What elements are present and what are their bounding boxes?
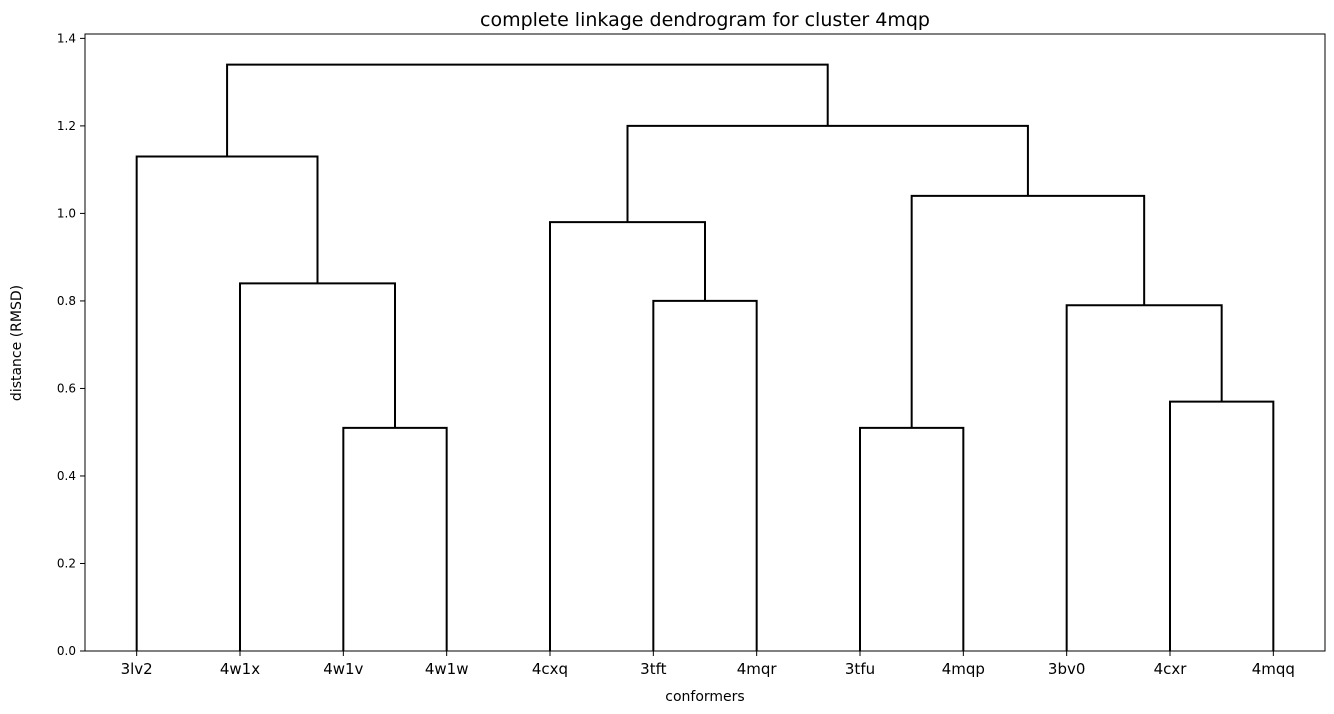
- leaf-label: 4mqr: [737, 660, 778, 678]
- dendrogram-link: [626, 124, 1029, 223]
- dendrogram-link: [910, 194, 1146, 428]
- y-tick-label: 0.0: [57, 644, 76, 658]
- x-axis: 3lv2 4w1x 4w1v 4w1w 4cxq 3tft 4mqr 3tfu 4mqp 3bv0…: [121, 651, 1295, 678]
- dendrogram-links: [135, 63, 1275, 651]
- leaf-label: 3bv0: [1048, 660, 1086, 678]
- dendrogram-link: [549, 221, 706, 651]
- chart-title: complete linkage dendrogram for cluster …: [480, 9, 930, 31]
- y-tick-label: 1.4: [57, 31, 76, 45]
- y-tick-label: 1.0: [57, 206, 76, 220]
- leaf-label: 4mqq: [1252, 660, 1295, 678]
- dendrogram-link: [1065, 304, 1223, 651]
- dendrogram-link: [859, 426, 965, 651]
- dendrogram-link: [652, 299, 758, 651]
- plot-frame: [84, 33, 1326, 652]
- dendrogram-link: [226, 63, 829, 157]
- y-tick-label: 0.8: [57, 294, 76, 308]
- leaf-label: 4mqp: [942, 660, 985, 678]
- y-axis: 0.0 0.2 0.4 0.6 0.8 1.0 1.2 1.4: [57, 31, 85, 658]
- leaf-label: 3tft: [640, 660, 666, 678]
- x-axis-title: conformers: [665, 689, 744, 705]
- leaf-label: 4cxr: [1154, 660, 1188, 678]
- leaf-label: 4w1x: [220, 660, 260, 678]
- dendrogram-link: [239, 282, 396, 651]
- leaf-label: 4cxq: [532, 660, 568, 678]
- leaf-label: 4w1w: [425, 660, 469, 678]
- y-tick-label: 0.4: [57, 469, 76, 483]
- y-tick-label: 1.2: [57, 119, 76, 133]
- dendrogram-link: [342, 426, 448, 651]
- dendrogram-link: [135, 155, 319, 651]
- leaf-label: 3lv2: [121, 660, 153, 678]
- dendrogram-link: [1169, 400, 1275, 651]
- leaf-label: 3tfu: [845, 660, 875, 678]
- y-axis-title: distance (RMSD): [9, 285, 25, 401]
- y-tick-label: 0.2: [57, 556, 76, 570]
- leaf-label: 4w1v: [323, 660, 363, 678]
- y-tick-label: 0.6: [57, 381, 76, 395]
